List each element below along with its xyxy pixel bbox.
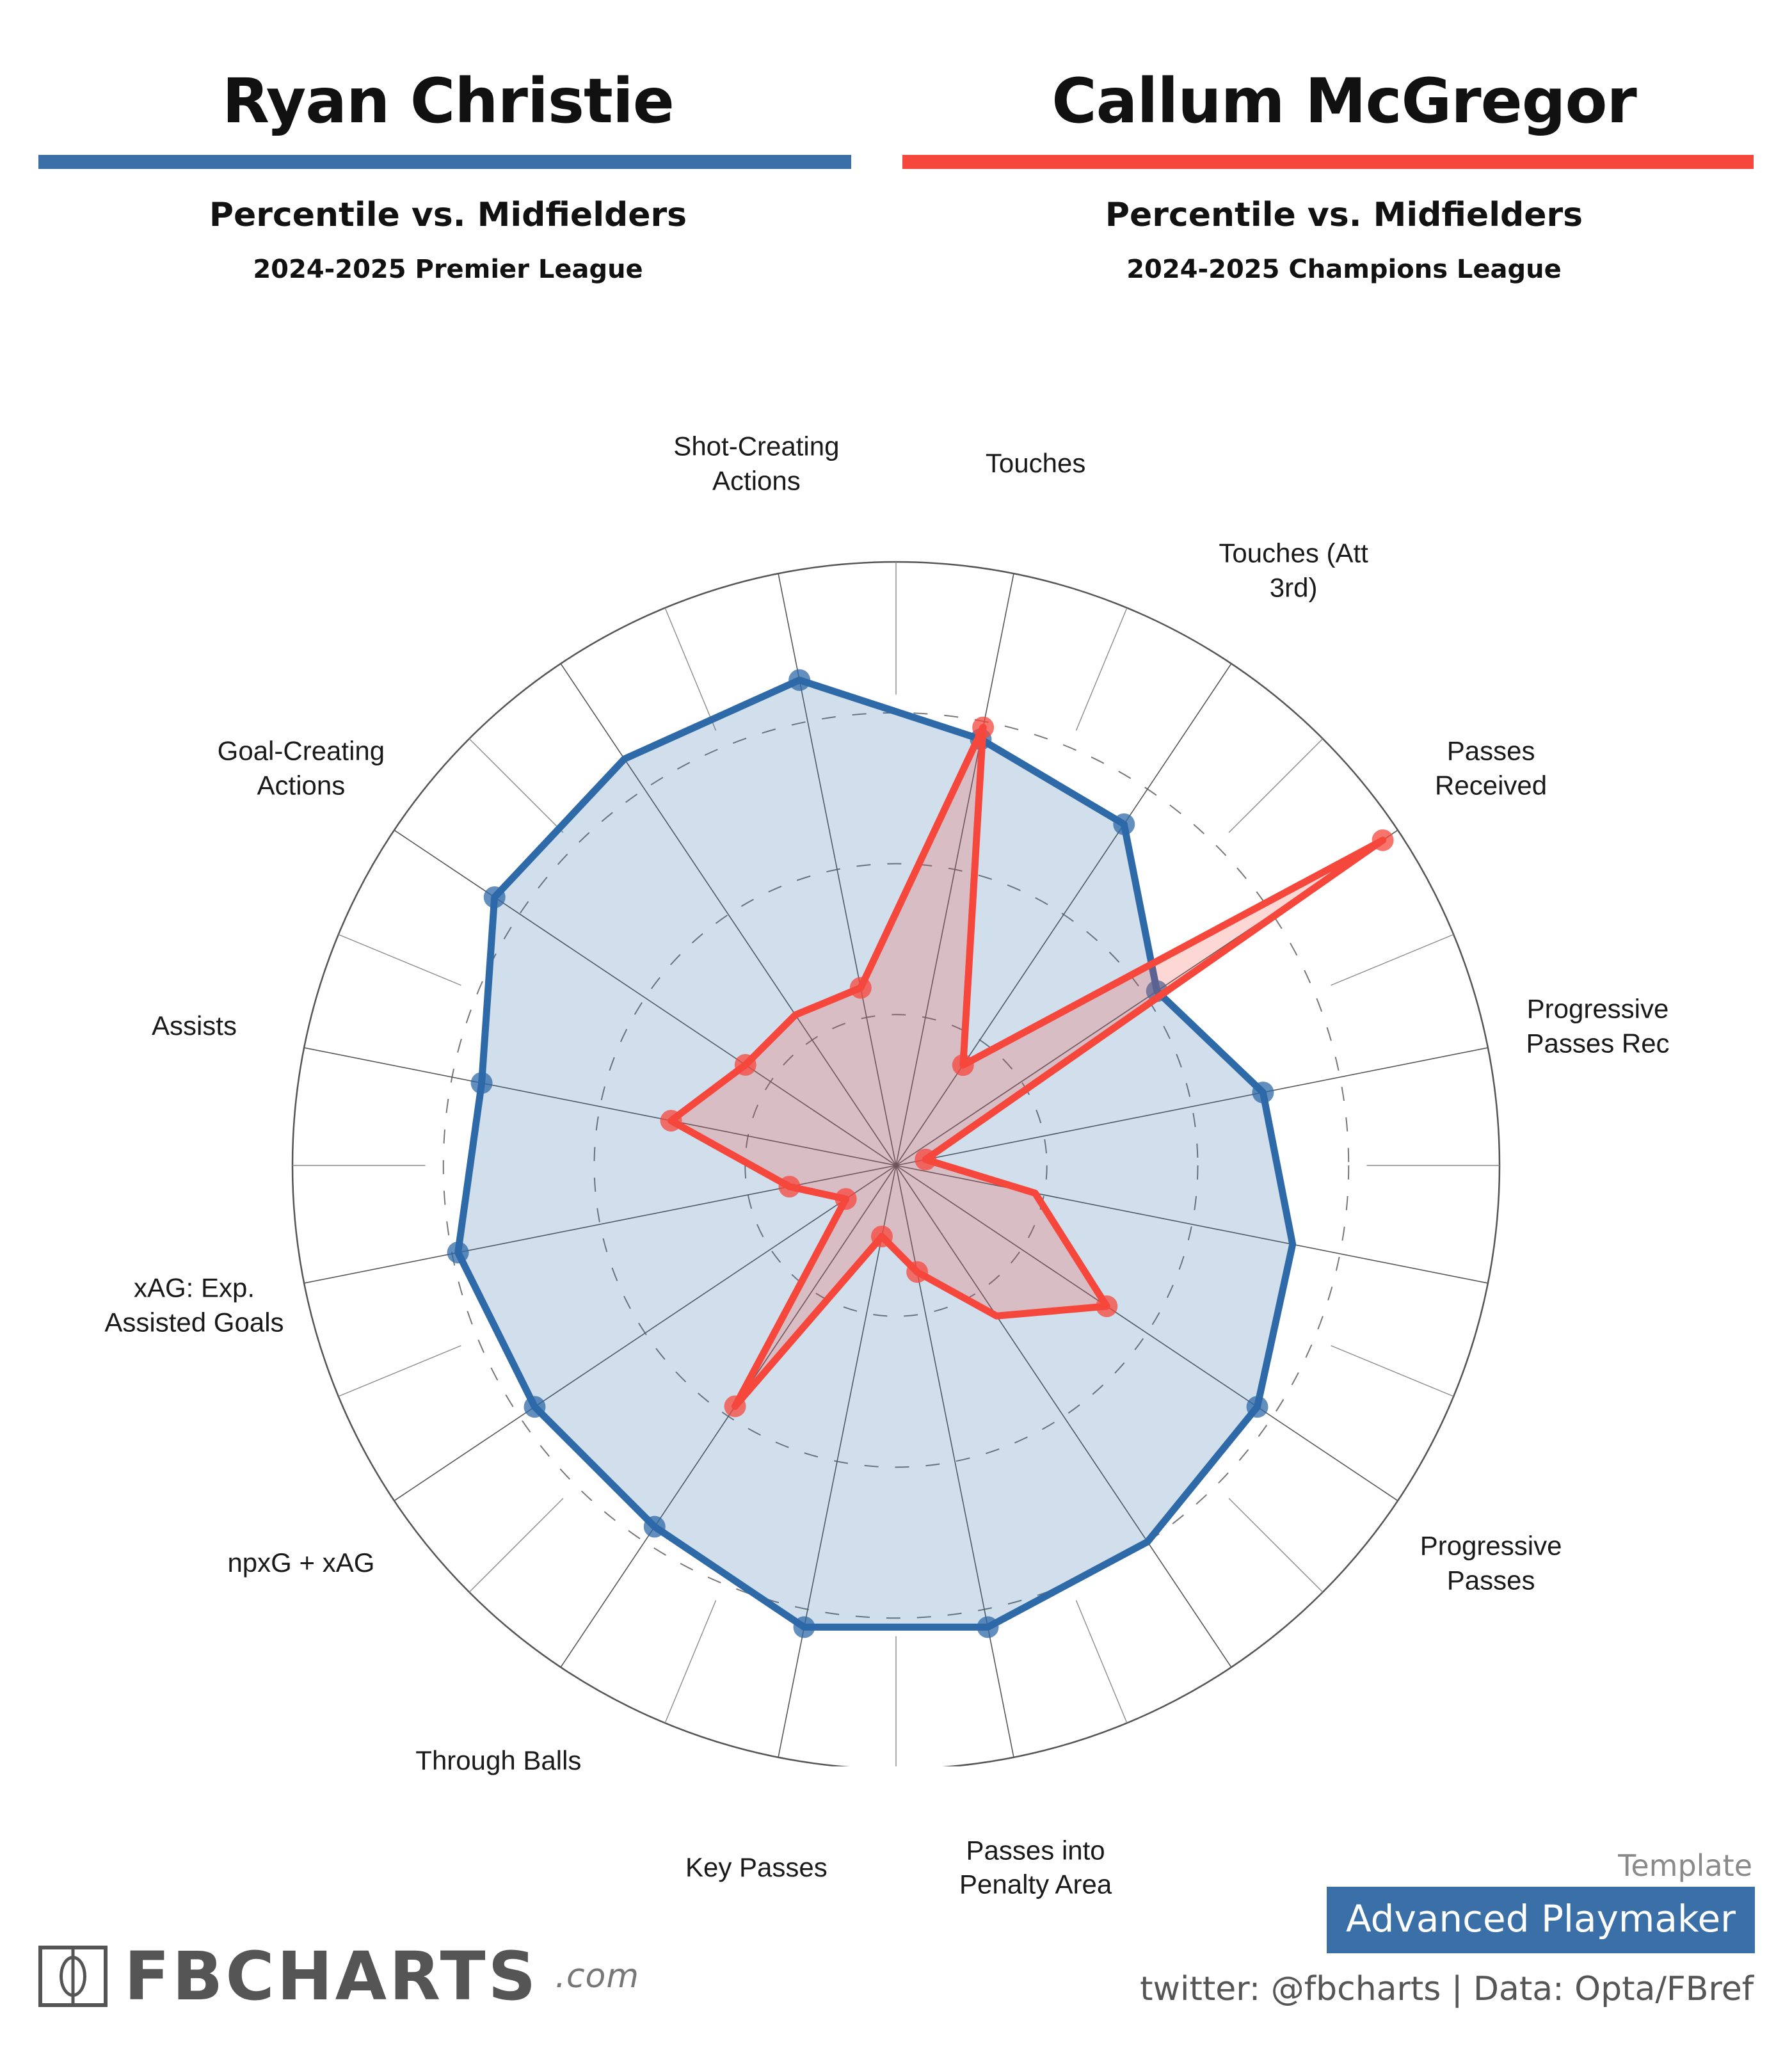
radar-svg bbox=[291, 561, 1501, 1770]
mcgregor-point bbox=[1372, 829, 1394, 851]
radar-sector-divider bbox=[1331, 934, 1454, 986]
christie-point bbox=[470, 1072, 493, 1094]
radar-sector-divider bbox=[1075, 1600, 1128, 1724]
template-name-badge[interactable]: Advanced Playmaker bbox=[1327, 1887, 1755, 1953]
radar-spoke bbox=[560, 663, 897, 1166]
radar-sector-divider bbox=[664, 1600, 717, 1724]
axis-label-assists: Assists bbox=[151, 1011, 237, 1041]
mcgregor-point bbox=[906, 1261, 929, 1283]
radar-sector-divider bbox=[1228, 738, 1324, 833]
radar-chart: Shot-Creating Actions Touches Touches (Att… bbox=[0, 307, 1792, 1900]
radar-spoke bbox=[895, 573, 1014, 1166]
radar-spoke bbox=[394, 829, 897, 1166]
axis-label-progressive-passes: Progressive Passes bbox=[1420, 1530, 1562, 1596]
radar-spoke bbox=[895, 1165, 1489, 1284]
christie-point bbox=[447, 1242, 469, 1264]
christie-point bbox=[977, 1616, 999, 1638]
christie-point bbox=[1252, 1081, 1274, 1103]
accent-rule-left bbox=[38, 155, 851, 169]
fbcharts-domain-suffix: .com bbox=[555, 1957, 640, 1996]
christie-point bbox=[643, 1516, 666, 1538]
axis-label-xag-exp-assisted-goals: xAG: Exp. Assisted Goals bbox=[104, 1272, 284, 1338]
mcgregor-point bbox=[1096, 1295, 1118, 1318]
axis-label-goal-creating-actions: Goal-Creating Actions bbox=[217, 735, 385, 800]
axis-label-npxg-xag: npxG + xAG bbox=[227, 1548, 375, 1578]
mcgregor-point bbox=[972, 716, 995, 739]
christie-area bbox=[458, 680, 1293, 1628]
christie-point bbox=[1113, 813, 1135, 835]
player-header-right: Callum McGregor Percentile vs. Midfielde… bbox=[896, 0, 1792, 333]
christie-point bbox=[524, 1396, 546, 1418]
christie-point bbox=[483, 886, 506, 908]
mcgregor-point bbox=[835, 1188, 857, 1210]
radar-spoke bbox=[778, 1165, 897, 1758]
radar-sector-divider bbox=[468, 1498, 564, 1593]
radar-spoke bbox=[895, 1165, 1398, 1501]
player-subtitle-right: Percentile vs. Midfielders bbox=[1105, 196, 1583, 234]
radar-spoke bbox=[560, 1165, 897, 1668]
mcgregor-point bbox=[724, 1395, 746, 1418]
axis-label-touches: Touches bbox=[985, 448, 1086, 479]
radar-spoke bbox=[394, 1165, 897, 1501]
credit-line: twitter: @fbcharts | Data: Opta/FBref bbox=[1140, 1970, 1754, 2008]
axis-label-progressive-passes-rec: Progressive Passes Rec bbox=[1526, 993, 1670, 1058]
pitch-icon bbox=[38, 1946, 108, 2007]
christie-point bbox=[1246, 1396, 1268, 1418]
footer: FBCHARTS .com Template Advanced Playmake… bbox=[0, 1766, 1792, 2048]
christie-point bbox=[793, 1616, 815, 1638]
mcgregor-point bbox=[915, 1148, 937, 1171]
radar-spoke bbox=[895, 1047, 1489, 1166]
radar-sector-divider bbox=[338, 934, 461, 986]
radar-sector-divider bbox=[338, 1345, 461, 1397]
radar-sector-divider bbox=[664, 607, 717, 731]
axis-label-passes-received: Passes Received bbox=[1435, 735, 1548, 800]
mcgregor-point bbox=[870, 1225, 893, 1247]
fbcharts-logo: FBCHARTS .com bbox=[38, 1943, 639, 2010]
radar-sector-divider bbox=[1228, 1498, 1324, 1593]
axis-label-key-passes: Key Passes bbox=[685, 1852, 828, 1882]
radar-spoke bbox=[895, 663, 1232, 1166]
mcgregor-point bbox=[778, 1176, 801, 1198]
radar-sector-divider bbox=[1075, 607, 1128, 731]
player-headers: Ryan Christie Percentile vs. Midfielders… bbox=[0, 0, 1792, 333]
player-subtitle-left: Percentile vs. Midfielders bbox=[209, 196, 687, 234]
template-label: Template bbox=[1618, 1848, 1752, 1883]
player-season-right: 2024-2025 Champions League bbox=[1126, 255, 1562, 284]
radar-ring-50 bbox=[593, 863, 1199, 1468]
player-season-left: 2024-2025 Premier League bbox=[253, 255, 643, 284]
mcgregor-area bbox=[671, 727, 1383, 1407]
fbcharts-wordmark: FBCHARTS bbox=[124, 1937, 539, 2015]
christie-point bbox=[788, 669, 811, 691]
radar-sector-divider bbox=[468, 738, 564, 833]
radar-sector-divider bbox=[1331, 1345, 1454, 1397]
player-name-right: Callum McGregor bbox=[1052, 65, 1637, 137]
player-name-left: Ryan Christie bbox=[222, 65, 675, 137]
mcgregor-point bbox=[660, 1110, 682, 1132]
axis-label-passes-into-penalty-area: Passes into Penalty Area bbox=[959, 1834, 1112, 1900]
axis-label-touches-att-3rd: Touches (Att 3rd) bbox=[1219, 538, 1368, 603]
radar-spoke bbox=[895, 1165, 1232, 1668]
mcgregor-point bbox=[952, 1054, 974, 1076]
player-header-left: Ryan Christie Percentile vs. Midfielders… bbox=[0, 0, 896, 333]
mcgregor-point bbox=[849, 977, 872, 999]
accent-rule-right bbox=[902, 155, 1754, 169]
axis-label-shot-creating-actions: Shot-Creating Actions bbox=[673, 431, 840, 496]
axis-label-through-balls: Through Balls bbox=[415, 1745, 582, 1775]
mcgregor-point bbox=[734, 1053, 756, 1076]
radar-spoke bbox=[303, 1047, 897, 1166]
